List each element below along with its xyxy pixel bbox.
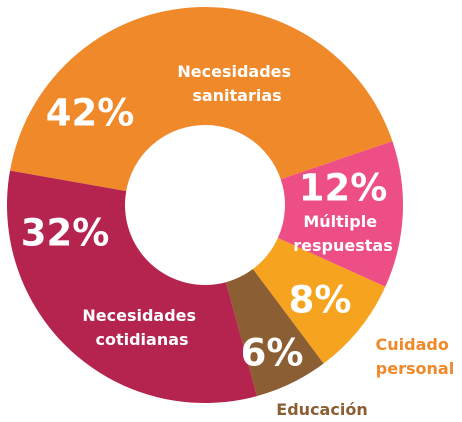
category-label: Educación (276, 400, 367, 419)
category-label: Cuidado personal (376, 335, 455, 378)
value-label: 42% (46, 92, 135, 135)
category-label: Múltiple respuestas (293, 212, 392, 255)
value-label: 8% (289, 279, 352, 322)
category-label: Necesidades cotidianas (82, 306, 201, 349)
donut-segment (225, 269, 324, 397)
donut-segment (277, 141, 403, 287)
donut-segment (252, 238, 386, 364)
donut-segment (10, 7, 393, 192)
value-label: 32% (21, 212, 110, 255)
value-label: 12% (299, 167, 388, 210)
donut-segment (6, 170, 257, 403)
value-label: 6% (241, 332, 304, 375)
category-label: Necesidades sanitarias (177, 62, 296, 105)
